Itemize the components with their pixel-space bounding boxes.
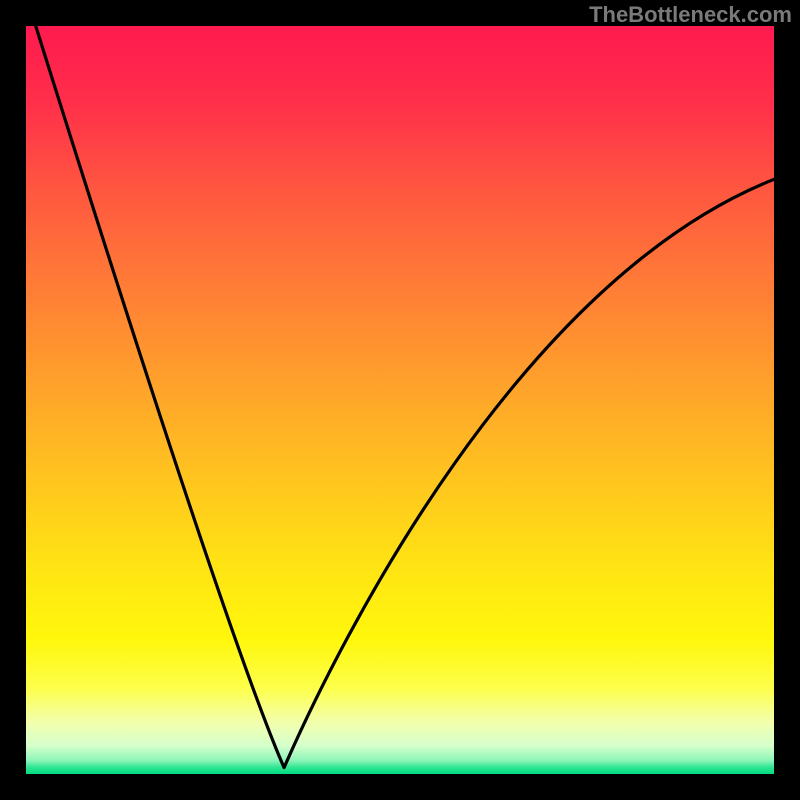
watermark-text: TheBottleneck.com (589, 2, 792, 28)
plot-area (26, 26, 774, 774)
plot-svg (26, 26, 774, 774)
background-gradient-rect (26, 26, 774, 774)
